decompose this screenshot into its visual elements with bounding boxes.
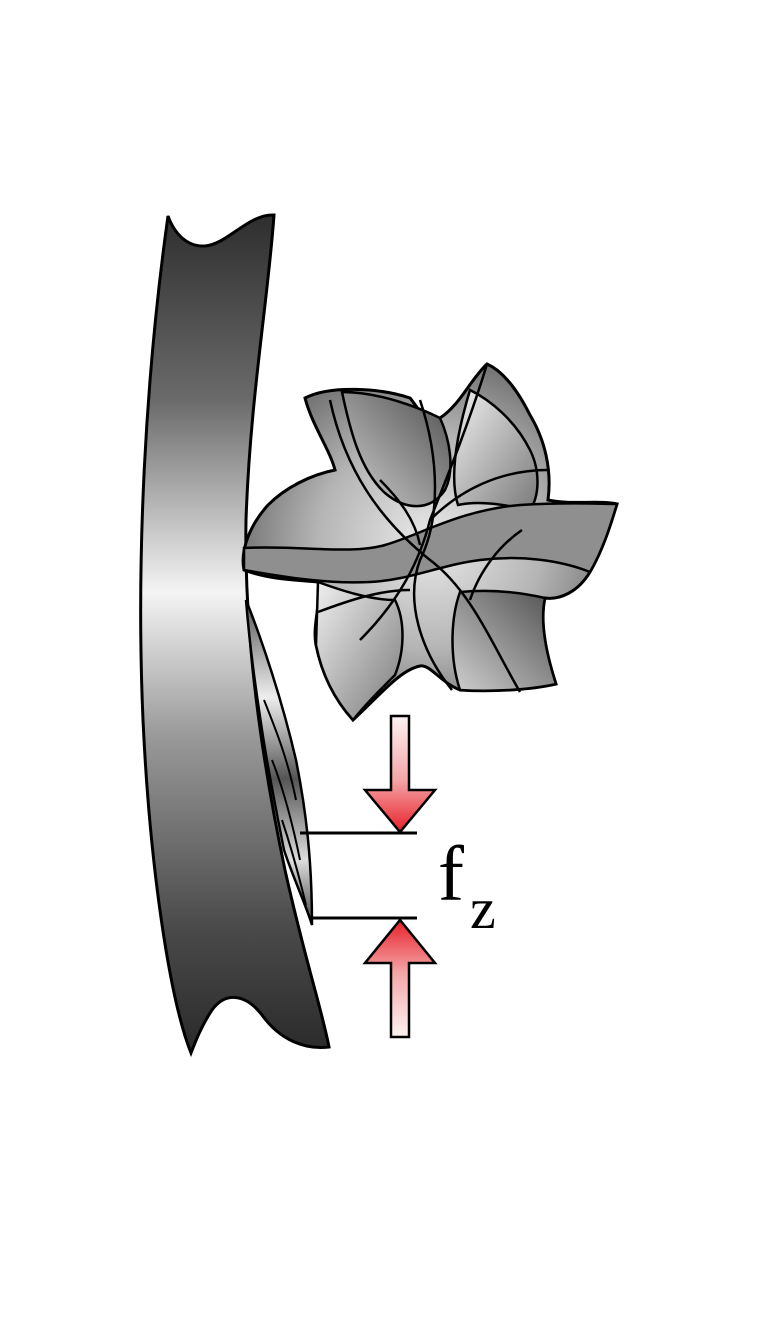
feed-per-tooth-label: f: [438, 830, 464, 917]
feed-arrow-down-icon: [362, 714, 438, 834]
feed-per-tooth-subscript: z: [470, 876, 496, 941]
milling-cutter-icon: [241, 362, 619, 723]
workpiece-icon: [139, 213, 331, 1058]
machined-groove: [244, 599, 314, 926]
feed-arrow-up-icon: [362, 918, 438, 1039]
